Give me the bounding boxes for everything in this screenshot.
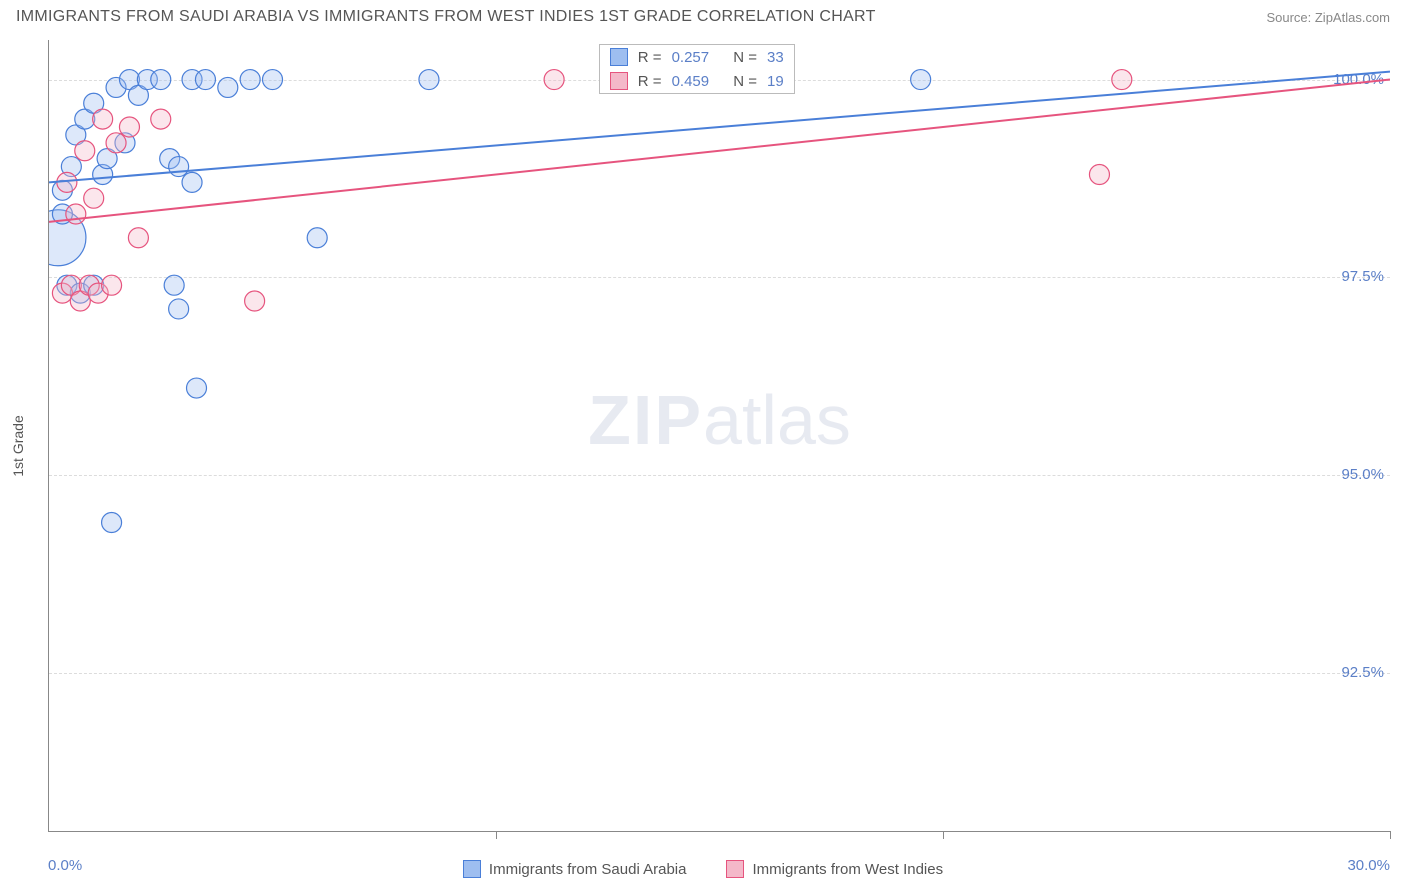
data-point: [169, 299, 189, 319]
data-point: [544, 70, 564, 90]
data-point: [263, 70, 283, 90]
data-point: [218, 77, 238, 97]
data-point: [84, 188, 104, 208]
r-label: R =: [638, 49, 662, 66]
data-point: [164, 275, 184, 295]
data-point: [119, 117, 139, 137]
r-value-saudi: 0.257: [672, 49, 710, 66]
data-point: [187, 378, 207, 398]
data-point: [151, 109, 171, 129]
x-tick: [496, 831, 497, 839]
n-value-saudi: 33: [767, 49, 784, 66]
legend-item-saudi: Immigrants from Saudi Arabia: [463, 860, 687, 878]
legend-swatch-saudi: [463, 860, 481, 878]
data-point: [151, 70, 171, 90]
swatch-west-indies: [610, 72, 628, 90]
chart-svg: [49, 40, 1390, 831]
data-point: [240, 70, 260, 90]
data-point: [102, 275, 122, 295]
data-point: [195, 70, 215, 90]
data-point: [75, 141, 95, 161]
data-point: [106, 133, 126, 153]
data-point: [93, 109, 113, 129]
n-value-west-indies: 19: [767, 73, 784, 90]
x-tick: [1390, 831, 1391, 839]
data-point: [128, 228, 148, 248]
data-point: [911, 70, 931, 90]
data-point: [66, 204, 86, 224]
trend-line: [49, 80, 1390, 222]
stat-row-saudi: R = 0.257 N = 33: [600, 45, 794, 69]
data-point: [182, 172, 202, 192]
data-point: [1112, 70, 1132, 90]
r-label: R =: [638, 73, 662, 90]
data-point: [169, 157, 189, 177]
legend-label-west-indies: Immigrants from West Indies: [752, 861, 943, 878]
header: IMMIGRANTS FROM SAUDI ARABIA VS IMMIGRAN…: [0, 0, 1406, 30]
r-value-west-indies: 0.459: [672, 73, 710, 90]
data-point: [307, 228, 327, 248]
y-axis-label: 1st Grade: [10, 415, 26, 476]
data-point: [245, 291, 265, 311]
data-point: [102, 513, 122, 533]
x-tick: [943, 831, 944, 839]
legend-swatch-west-indies: [726, 860, 744, 878]
plot-area: ZIPatlas R = 0.257 N = 33 R = 0.459 N = …: [48, 40, 1390, 832]
correlation-stats-box: R = 0.257 N = 33 R = 0.459 N = 19: [599, 44, 795, 94]
stat-row-west-indies: R = 0.459 N = 19: [600, 69, 794, 93]
n-label: N =: [733, 73, 757, 90]
source-label: Source: ZipAtlas.com: [1266, 10, 1390, 25]
n-label: N =: [733, 49, 757, 66]
legend-label-saudi: Immigrants from Saudi Arabia: [489, 861, 687, 878]
legend-item-west-indies: Immigrants from West Indies: [726, 860, 943, 878]
data-point: [419, 70, 439, 90]
data-point: [1089, 164, 1109, 184]
swatch-saudi: [610, 48, 628, 66]
chart-title: IMMIGRANTS FROM SAUDI ARABIA VS IMMIGRAN…: [16, 8, 876, 26]
bottom-legend: Immigrants from Saudi Arabia Immigrants …: [0, 860, 1406, 878]
